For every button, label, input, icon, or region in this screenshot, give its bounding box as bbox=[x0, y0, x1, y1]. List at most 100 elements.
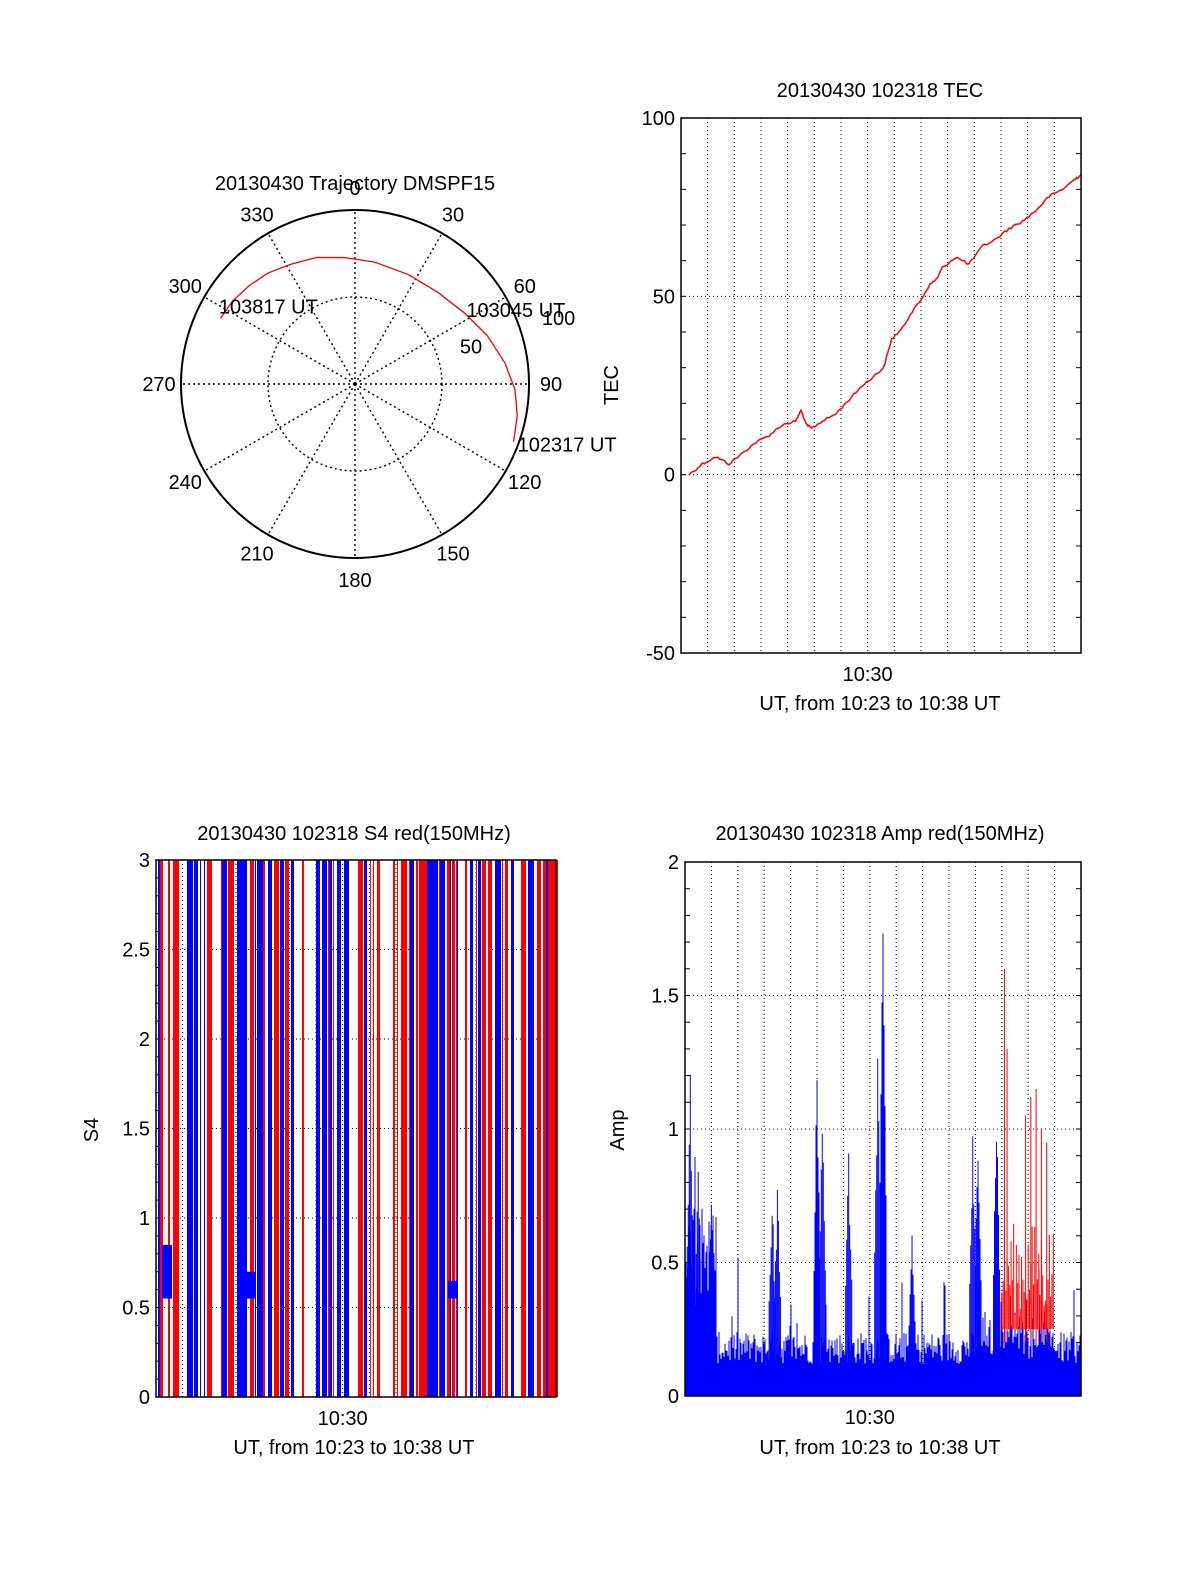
s4-red-bar bbox=[370, 860, 371, 1397]
s4-xtick-label: 10:30 bbox=[318, 1408, 368, 1430]
s4-blue-bar bbox=[329, 860, 332, 1397]
s4-blue-bar bbox=[237, 860, 242, 1397]
s4-blue-bar bbox=[433, 860, 438, 1397]
s4-red-bar bbox=[328, 860, 329, 1397]
s4-blue-series bbox=[158, 860, 548, 1397]
polar-spoke bbox=[267, 383, 356, 536]
amp-plot-border bbox=[684, 861, 1082, 1397]
tec-ytick-label: -50 bbox=[646, 643, 675, 665]
s4-red-bar bbox=[377, 860, 380, 1397]
tec-series-line bbox=[688, 174, 1082, 476]
tec-ytick-label: 50 bbox=[653, 286, 675, 308]
s4-blue-bar bbox=[470, 860, 473, 1397]
polar-angle-label: 120 bbox=[508, 472, 541, 494]
s4-blue-bar bbox=[255, 860, 256, 1397]
s4-title: 20130430 102318 S4 red(150MHz) bbox=[197, 823, 511, 845]
polar-radius-label: 50 bbox=[460, 336, 482, 358]
s4-red-bar bbox=[401, 860, 407, 1397]
s4-red-bar bbox=[173, 860, 179, 1397]
amp-ylabel: Amp bbox=[607, 1109, 629, 1150]
s4-red-bar bbox=[409, 860, 410, 1397]
polar-angle-label: 150 bbox=[436, 544, 469, 566]
polar-angle-label: 240 bbox=[169, 472, 202, 494]
s4-blue-bar bbox=[528, 860, 534, 1397]
s4-blue-bar bbox=[364, 860, 367, 1397]
trajectory-time-label: 103045 UT bbox=[466, 300, 565, 322]
s4-red-bar bbox=[274, 860, 279, 1397]
s4-red-bar bbox=[521, 860, 526, 1397]
s4-red-series bbox=[160, 860, 558, 1397]
tec-plot-border bbox=[680, 117, 1082, 654]
s4-red-bar bbox=[447, 860, 450, 1397]
tec-xlabel: UT, from 10:23 to 10:38 UT bbox=[759, 693, 1000, 715]
s4-blue-bar bbox=[344, 860, 349, 1397]
s4-red-bar bbox=[302, 860, 304, 1397]
s4-red-bar bbox=[358, 860, 363, 1397]
s4-xlabel: UT, from 10:23 to 10:38 UT bbox=[233, 1437, 474, 1459]
polar-outer-ring bbox=[180, 209, 530, 559]
s4-red-bar bbox=[452, 860, 455, 1397]
tec-ytick-label: 100 bbox=[642, 108, 675, 130]
tec-xtick-label: 10:30 bbox=[843, 664, 893, 686]
s4-red-bar bbox=[416, 860, 418, 1397]
trajectory-time-label: 102317 UT bbox=[518, 435, 617, 457]
s4-red-bar bbox=[207, 860, 212, 1397]
trajectory-title: 20130430 Trajectory DMSPF15 bbox=[215, 173, 495, 195]
s4-blue-bar bbox=[194, 860, 198, 1397]
trajectory-polar-plot: 20130430 Trajectory DMSPF15 0 30 60 90 120 15… bbox=[142, 173, 616, 592]
amp-ytick-label: 0 bbox=[668, 1386, 679, 1408]
s4-blue-bar bbox=[162, 1244, 172, 1299]
s4-red-bar bbox=[221, 860, 222, 1397]
s4-red-bar bbox=[482, 860, 486, 1397]
amp-blue-series bbox=[685, 933, 1081, 1396]
polar-angle-label: 30 bbox=[442, 204, 464, 226]
amp-xlabel: UT, from 10:23 to 10:38 UT bbox=[759, 1437, 1000, 1459]
s4-blue-bar bbox=[440, 860, 445, 1397]
tec-line-chart: 20130430 102318 TEC UT, from 10:23 to 10… bbox=[601, 80, 1082, 715]
s4-blue-bar bbox=[291, 860, 294, 1397]
trajectory-time-label: 103817 UT bbox=[219, 297, 318, 319]
amp-title: 20130430 102318 Amp red(150MHz) bbox=[715, 823, 1044, 845]
tec-ylabel: TEC bbox=[601, 365, 623, 405]
s4-blue-bar bbox=[280, 860, 284, 1397]
s4-blue-bar bbox=[427, 860, 433, 1397]
s4-blue-bar bbox=[511, 860, 514, 1397]
polar-angle-label: 60 bbox=[514, 276, 536, 298]
s4-plot-border bbox=[155, 859, 557, 1398]
s4-red-bar bbox=[421, 860, 427, 1397]
s4-blue-bar bbox=[448, 1280, 458, 1299]
polar-spoke bbox=[354, 383, 443, 536]
s4-ytick-label: 3 bbox=[139, 850, 150, 872]
s4-red-bar bbox=[397, 860, 398, 1397]
polar-spoke bbox=[203, 383, 356, 472]
polar-angle-label: 0 bbox=[349, 178, 360, 200]
s4-ytick-label: 1.5 bbox=[122, 1119, 150, 1141]
polar-angle-label: 270 bbox=[142, 374, 175, 396]
polar-angle-label: 330 bbox=[240, 204, 273, 226]
s4-blue-bar bbox=[495, 860, 501, 1397]
s4-red-bar bbox=[263, 860, 265, 1397]
s4-red-bar bbox=[476, 860, 477, 1397]
s4-red-bar bbox=[456, 860, 457, 1397]
amp-ytick-label: 1.5 bbox=[651, 986, 679, 1008]
s4-red-bar bbox=[488, 860, 492, 1397]
polar-angle-label: 210 bbox=[240, 544, 273, 566]
s4-blue-bar bbox=[200, 860, 201, 1397]
s4-ytick-label: 0.5 bbox=[122, 1298, 150, 1320]
s4-blue-bar bbox=[257, 860, 263, 1397]
amp-xtick-label: 10:30 bbox=[845, 1407, 895, 1429]
s4-blue-bar bbox=[322, 860, 327, 1397]
s4-blue-bar bbox=[158, 860, 160, 1397]
s4-red-bar bbox=[465, 860, 467, 1397]
s4-blue-bar bbox=[268, 860, 272, 1397]
s4-red-bar bbox=[228, 860, 234, 1397]
s4-blue-bar bbox=[316, 860, 320, 1397]
s4-blue-bar bbox=[204, 860, 205, 1397]
s4-red-bar bbox=[250, 860, 251, 1397]
s4-red-bar bbox=[168, 860, 170, 1397]
amp-ytick-label: 1 bbox=[668, 1119, 679, 1141]
s4-red-bar bbox=[505, 860, 508, 1397]
s4-red-bar bbox=[373, 860, 374, 1397]
s4-red-bar bbox=[285, 860, 289, 1397]
